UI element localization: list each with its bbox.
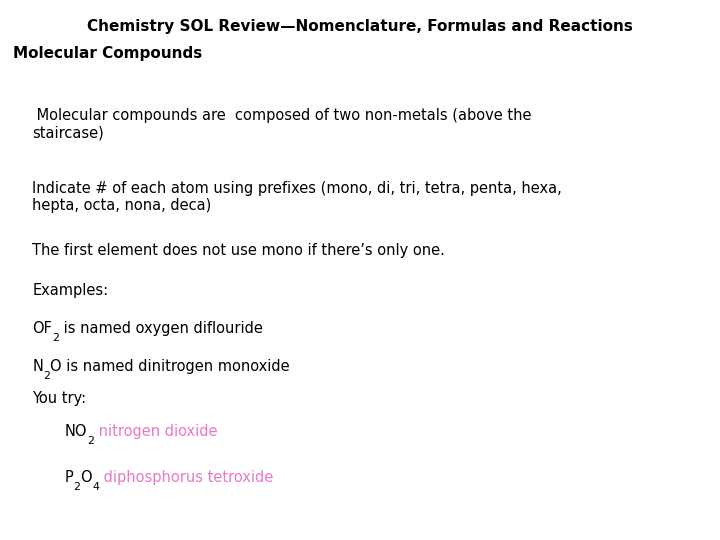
Text: Chemistry SOL Review—Nomenclature, Formulas and Reactions: Chemistry SOL Review—Nomenclature, Formu… (87, 19, 633, 34)
Text: The first element does not use mono if there’s only one.: The first element does not use mono if t… (32, 243, 445, 258)
Text: 2: 2 (73, 482, 81, 492)
Text: O is named dinitrogen monoxide: O is named dinitrogen monoxide (50, 359, 289, 374)
Text: O: O (81, 470, 92, 485)
Text: NO: NO (65, 424, 87, 439)
Text: N: N (32, 359, 43, 374)
Text: Molecular compounds are  composed of two non-metals (above the
staircase): Molecular compounds are composed of two … (32, 108, 532, 140)
Text: Examples:: Examples: (32, 284, 109, 299)
Text: nitrogen dioxide: nitrogen dioxide (94, 424, 217, 439)
Text: OF: OF (32, 321, 53, 336)
Text: 4: 4 (92, 482, 99, 492)
Text: 2: 2 (87, 436, 94, 446)
Text: Indicate # of each atom using prefixes (mono, di, tri, tetra, penta, hexa,
hepta: Indicate # of each atom using prefixes (… (32, 181, 562, 213)
Text: Molecular Compounds: Molecular Compounds (13, 46, 202, 61)
Text: diphosphorus tetroxide: diphosphorus tetroxide (99, 470, 273, 485)
Text: 2: 2 (43, 371, 50, 381)
Text: P: P (65, 470, 73, 485)
Text: 2: 2 (53, 333, 59, 343)
Text: is named oxygen diflouride: is named oxygen diflouride (59, 321, 263, 336)
Text: You try:: You try: (32, 392, 86, 407)
